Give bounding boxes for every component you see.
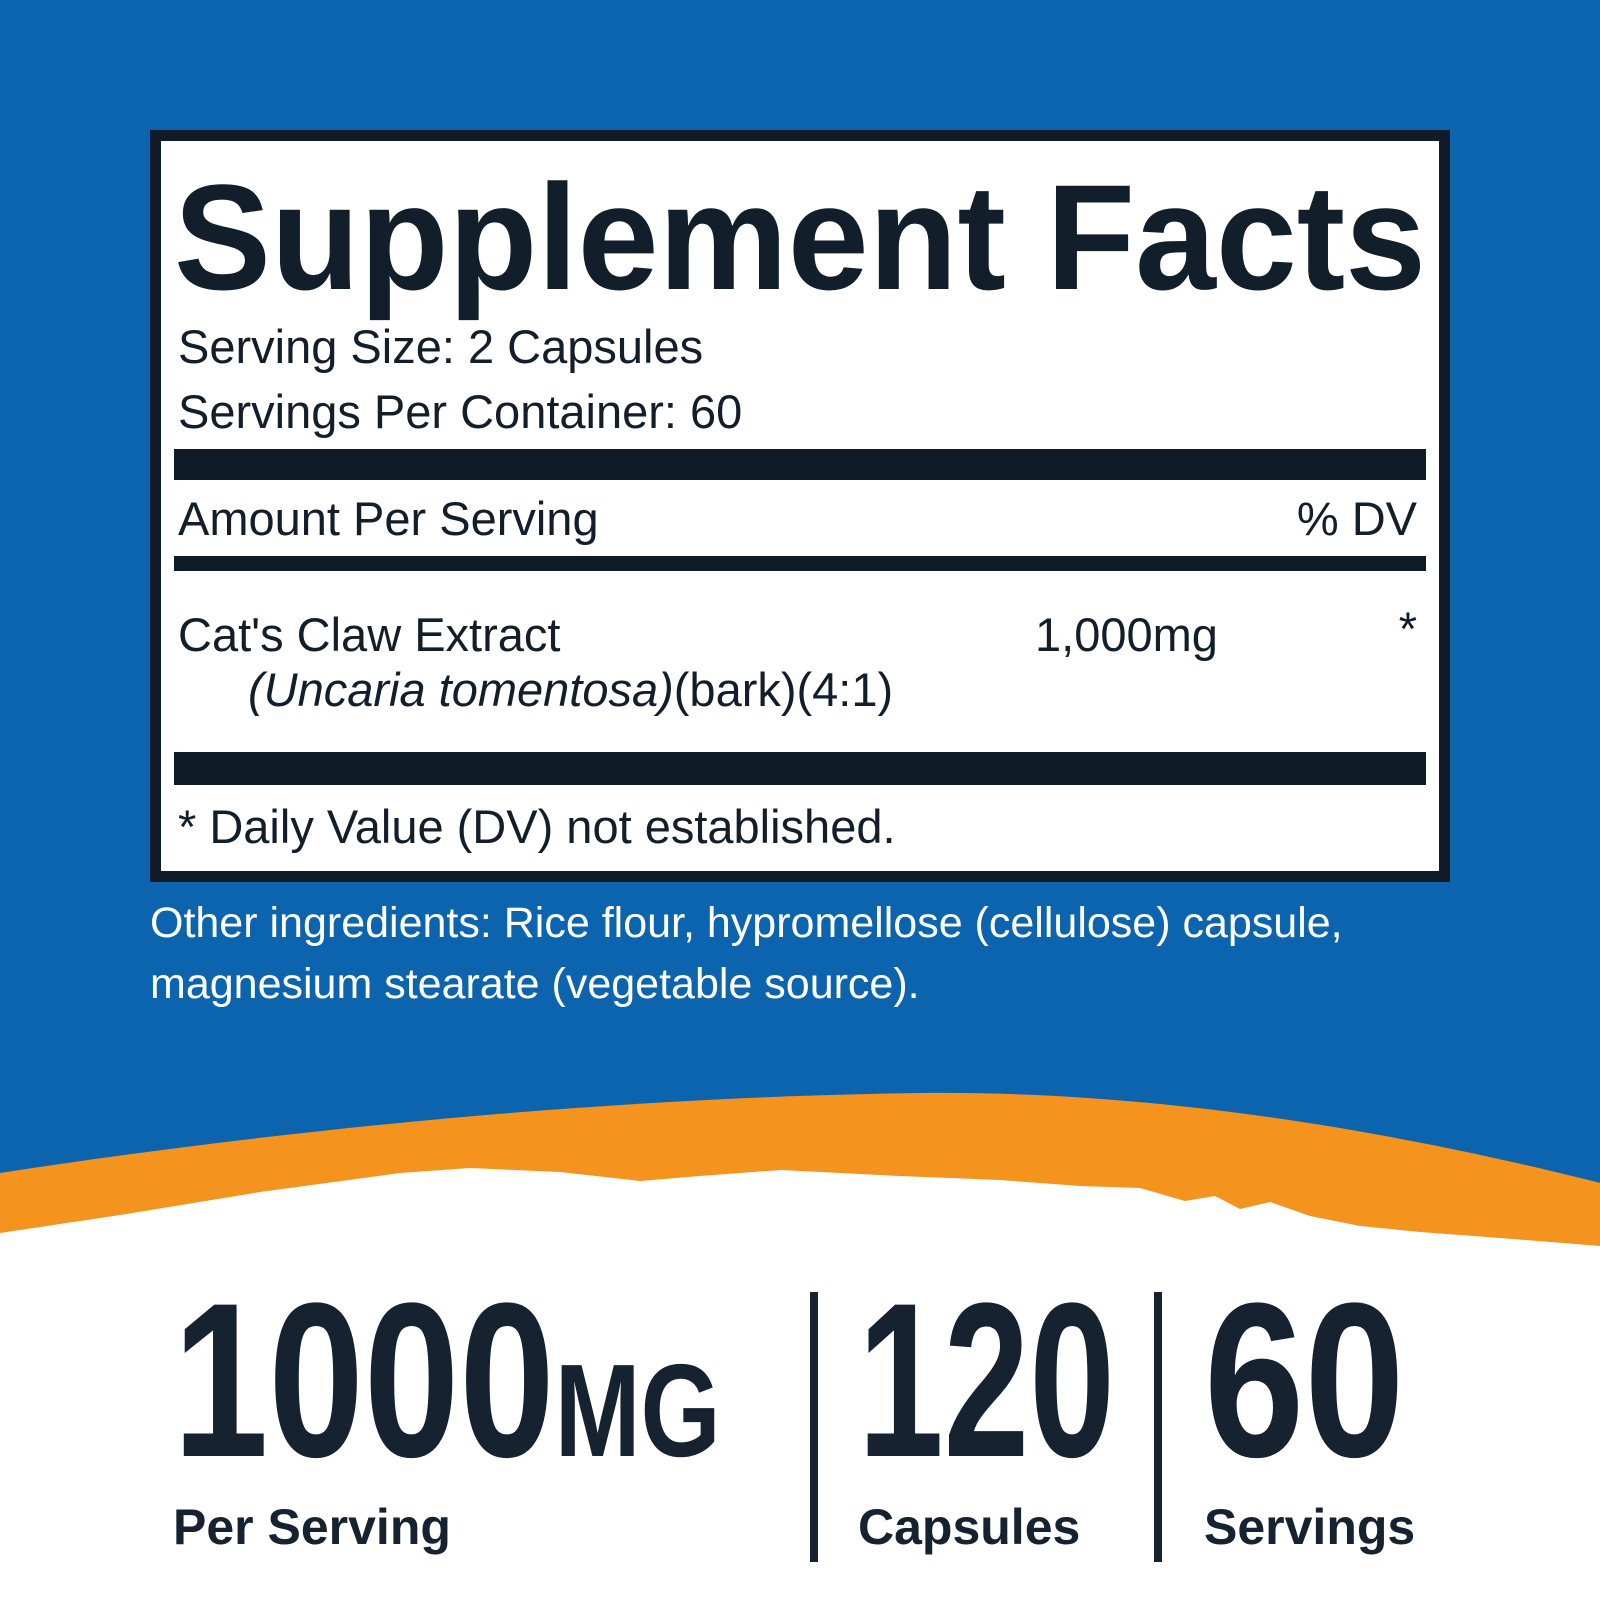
stat-servings: 60 xyxy=(1204,1270,1405,1490)
swoosh-graphic xyxy=(0,1092,1600,1600)
stat-servings-label: Servings xyxy=(1204,1499,1416,1555)
ingredient-name: Cat's Claw Extract xyxy=(178,608,561,661)
botanical-name-italic: (Uncaria tomentosa) xyxy=(248,663,674,716)
botanical-rest: (bark)(4:1) xyxy=(673,663,894,716)
ingredient-dv-asterisk: * xyxy=(1398,602,1417,655)
percent-dv-header: % DV xyxy=(1296,492,1417,545)
stat-capsules-value: 120 xyxy=(858,1257,1115,1503)
stat-divider-right xyxy=(1154,1292,1162,1562)
stat-dose: 1000MG xyxy=(173,1270,721,1521)
dv-footnote: * Daily Value (DV) not established. xyxy=(178,800,896,853)
panel-title-svg: Supplement Facts xyxy=(174,153,1426,321)
ingredient-botanical: (Uncaria tomentosa)(bark)(4:1) xyxy=(248,664,893,716)
ingredient-amount: 1,000mg xyxy=(1035,608,1218,661)
thin-divider-bar xyxy=(174,556,1426,571)
stat-capsules-label: Capsules xyxy=(858,1499,1081,1555)
amount-per-serving-header: Amount Per Serving xyxy=(178,492,599,545)
stat-dose-unit: MG xyxy=(554,1337,721,1484)
servings-per-container: Servings Per Container: 60 xyxy=(178,385,743,438)
stat-servings-value: 60 xyxy=(1204,1257,1405,1503)
thick-divider-bar-bottom xyxy=(174,752,1426,785)
stat-capsules: 120 xyxy=(858,1270,1115,1490)
white-bottom-shape xyxy=(0,1168,1600,1600)
supplement-facts-panel: Supplement Facts Serving Size: 2 Capsule… xyxy=(150,130,1450,882)
panel-title: Supplement Facts xyxy=(174,153,1426,321)
serving-size: Serving Size: 2 Capsules xyxy=(178,320,704,373)
thick-divider-bar-top xyxy=(174,449,1426,480)
stat-dose-label: Per Serving xyxy=(173,1499,451,1555)
other-ingredients-text: Other ingredients: Rice flour, hypromell… xyxy=(150,899,1343,1009)
stat-dose-value: 1000 xyxy=(173,1257,555,1503)
stat-divider-left xyxy=(810,1292,818,1562)
